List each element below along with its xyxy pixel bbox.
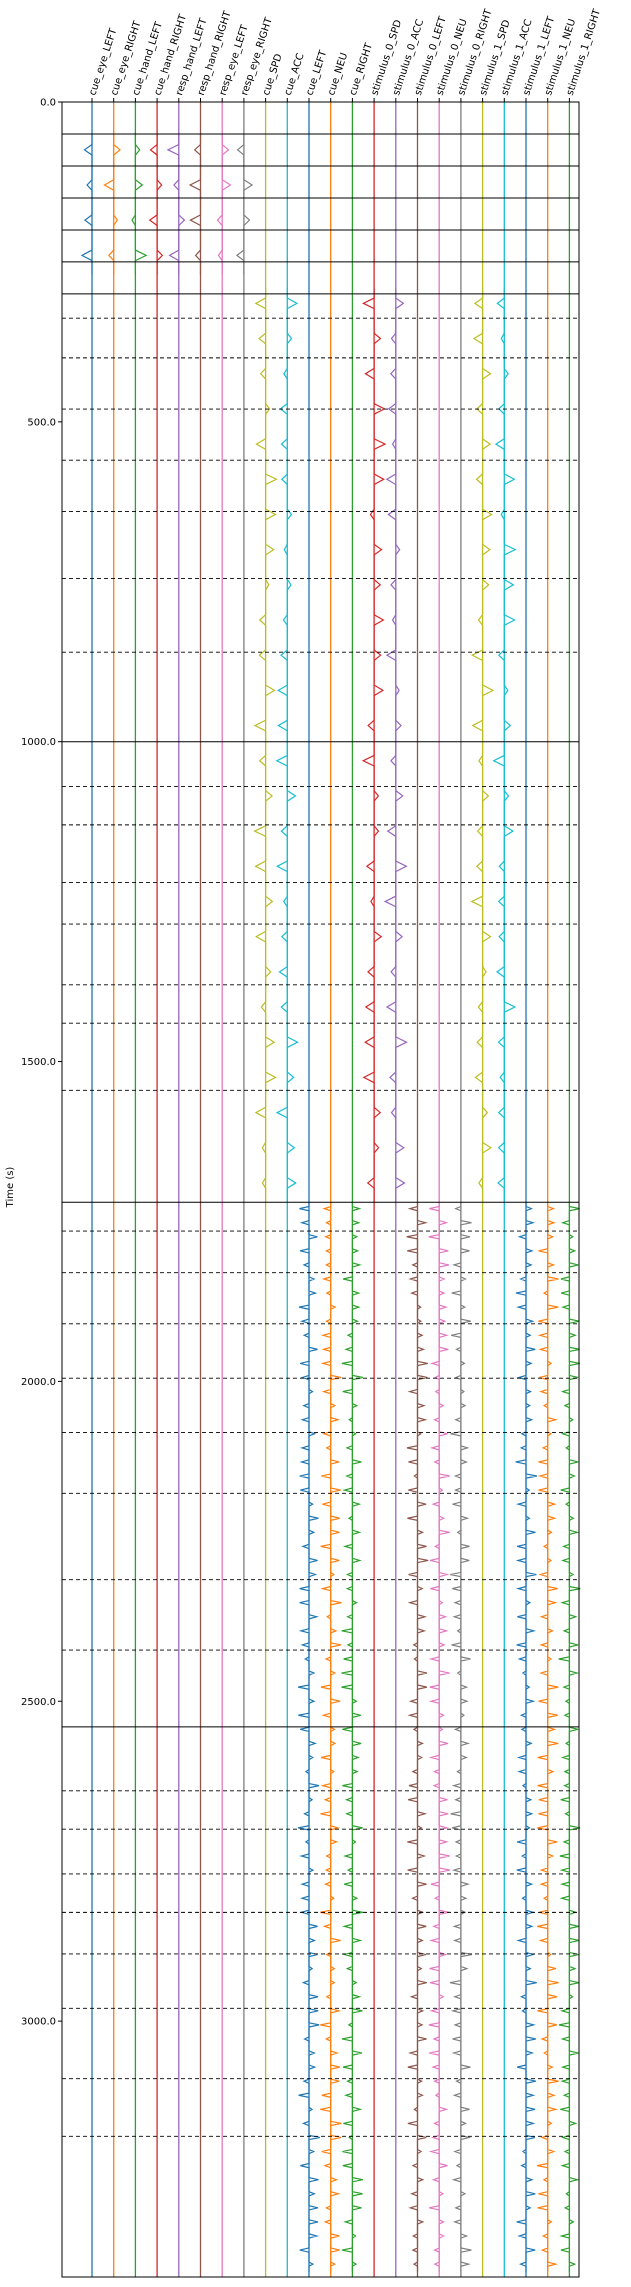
channel-label: cue_NEU [326, 52, 350, 97]
waveform-trace [341, 1202, 364, 2272]
waveform-trace [216, 133, 232, 275]
y-tick-label: 0.0 [40, 98, 56, 109]
waveform-trace [103, 133, 121, 275]
waveform-trace [320, 1202, 342, 2272]
waveform-trace [492, 287, 517, 1203]
waveform-trace [470, 287, 495, 1203]
channel-label: cue_ACC [283, 52, 307, 97]
waveform-trace [449, 1202, 472, 2272]
waveform-trace [406, 1202, 429, 2272]
waveform-trace [275, 287, 299, 1203]
waveforms [80, 133, 581, 2272]
waveform-trace [361, 287, 387, 1203]
y-tick-label: 2500.0 [21, 1697, 56, 1708]
waveform-trace [235, 133, 254, 275]
waveform-trace [537, 1202, 559, 2272]
plot-frame [61, 101, 580, 2278]
waveform-trace [297, 1202, 320, 2272]
y-axis-label: Time (s) [5, 1167, 16, 1209]
block-boundary-lines [62, 317, 579, 2137]
waveform-trace [515, 1202, 538, 2272]
y-tick-label: 500.0 [27, 417, 56, 428]
waveform-trace [383, 287, 408, 1203]
waveform-trace [188, 133, 202, 275]
y-tick-label: 2000.0 [21, 1377, 56, 1388]
channel-labels: cue_eye_LEFTcue_eye_RIGHTcue_hand_LEFTcu… [87, 7, 603, 102]
waveform-trace [80, 133, 93, 275]
waveform-trace [148, 133, 164, 275]
waveform-trace [558, 1202, 581, 2272]
waveform-trace [131, 133, 148, 275]
waveform-trace [253, 287, 278, 1203]
y-axis-ticks: 0.0 500.0 1000.0 1500.0 2000.0 2500.0 3000.0 [21, 98, 62, 2028]
waveform-trace [166, 133, 186, 275]
channel-label: cue_LEFT [304, 48, 329, 97]
waveform-trace [428, 1202, 451, 2272]
channel-label: cue_SPD [261, 52, 285, 97]
run-boundary-lines [62, 101, 579, 1728]
y-tick-label: 1000.0 [21, 737, 56, 748]
y-tick-label: 1500.0 [21, 1057, 56, 1068]
y-tick-label: 3000.0 [21, 2017, 56, 2028]
